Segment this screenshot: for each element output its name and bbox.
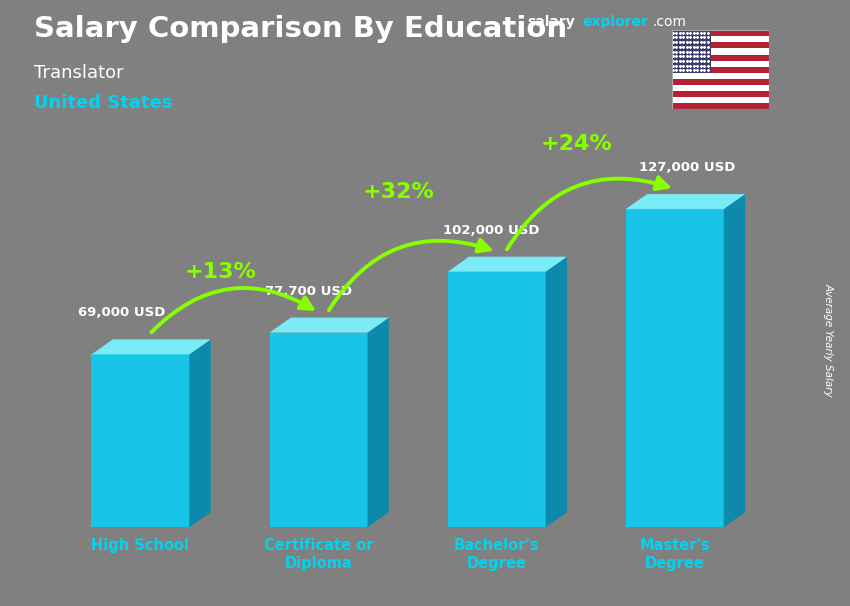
Text: +24%: +24% bbox=[541, 134, 613, 154]
Polygon shape bbox=[626, 194, 745, 209]
Bar bbox=[672, 79, 769, 85]
Text: +32%: +32% bbox=[363, 182, 434, 202]
Text: Salary Comparison By Education: Salary Comparison By Education bbox=[34, 15, 567, 43]
Bar bbox=[672, 91, 769, 97]
Bar bbox=[448, 271, 546, 527]
Bar bbox=[672, 103, 769, 109]
Polygon shape bbox=[723, 194, 745, 527]
Text: +13%: +13% bbox=[184, 262, 257, 282]
Bar bbox=[672, 30, 711, 73]
Text: explorer: explorer bbox=[582, 15, 648, 29]
Bar bbox=[672, 61, 769, 67]
Polygon shape bbox=[269, 318, 389, 333]
Text: salary: salary bbox=[527, 15, 575, 29]
Text: .com: .com bbox=[653, 15, 687, 29]
Polygon shape bbox=[190, 339, 211, 527]
Text: 77,700 USD: 77,700 USD bbox=[265, 285, 352, 298]
Bar bbox=[672, 85, 769, 91]
Text: 127,000 USD: 127,000 USD bbox=[639, 161, 735, 174]
Text: United States: United States bbox=[34, 94, 173, 112]
Bar bbox=[672, 36, 769, 42]
Bar bbox=[672, 55, 769, 61]
Bar bbox=[626, 209, 723, 527]
Text: 102,000 USD: 102,000 USD bbox=[443, 224, 540, 237]
Bar bbox=[672, 73, 769, 79]
Bar bbox=[672, 48, 769, 55]
Polygon shape bbox=[546, 257, 567, 527]
Bar bbox=[672, 67, 769, 73]
Text: Average Yearly Salary: Average Yearly Salary bbox=[824, 282, 834, 396]
Bar bbox=[672, 97, 769, 103]
Polygon shape bbox=[448, 257, 567, 271]
Bar bbox=[92, 355, 190, 527]
Polygon shape bbox=[367, 318, 389, 527]
Text: 69,000 USD: 69,000 USD bbox=[78, 306, 166, 319]
Bar bbox=[269, 333, 367, 527]
Bar bbox=[672, 30, 769, 36]
Bar bbox=[672, 42, 769, 48]
Text: Translator: Translator bbox=[34, 64, 123, 82]
Polygon shape bbox=[92, 339, 211, 355]
